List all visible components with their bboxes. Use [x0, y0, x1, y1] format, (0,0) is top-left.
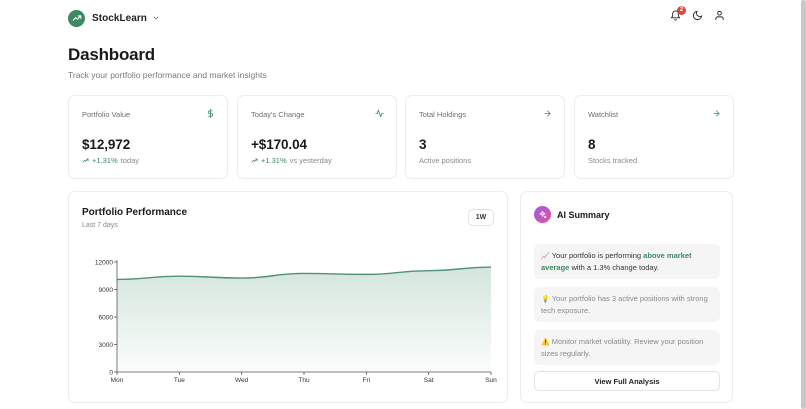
x-tick-label: Thu	[298, 377, 310, 384]
y-tick-label: 12000	[95, 260, 113, 267]
stat-value: +$170.04	[251, 137, 307, 152]
notification-badge: 2	[677, 6, 686, 15]
y-tick-label: 6000	[99, 315, 114, 322]
chart-emoji-icon: 📈	[541, 253, 550, 260]
trending-up-icon	[82, 158, 89, 163]
chart-series-line	[116, 266, 492, 281]
user-icon	[715, 10, 724, 21]
portfolio-value-card: Portfolio Value $12,972 +1.31% today	[68, 95, 228, 179]
trending-up-icon	[251, 158, 258, 163]
stat-note: today	[120, 156, 140, 165]
page-scrollbar[interactable]	[801, 0, 806, 409]
warning-icon: ⚠️	[541, 339, 550, 346]
arrow-right-icon[interactable]	[712, 109, 721, 118]
watchlist-card[interactable]: Watchlist 8 Stocks tracked	[574, 95, 734, 179]
y-tick-label: 9000	[99, 287, 114, 294]
stat-label: Watchlist	[588, 110, 619, 119]
notifications-button[interactable]: 2	[670, 6, 686, 21]
y-tick-label: 3000	[99, 342, 114, 349]
portfolio-area-chart: 0 3000 6000 9000 12000 Mon Tue Wed Thu Fri Sat Sun	[95, 260, 497, 385]
stat-label: Today's Change	[251, 110, 305, 119]
y-tick-label: 0	[109, 370, 113, 377]
profile-button[interactable]	[714, 10, 725, 21]
stat-value: $12,972	[82, 137, 131, 152]
x-tick-label: Sat	[424, 377, 434, 384]
ai-summary-title: AI Summary	[557, 209, 610, 220]
stat-change-row: +1.31% today	[82, 156, 139, 165]
lightbulb-icon: 💡	[541, 296, 550, 303]
x-tick-label: Wed	[235, 377, 249, 384]
todays-change-card: Today's Change +$170.04 +1.31% vs yester…	[237, 95, 397, 179]
stat-change: +1.31%	[92, 156, 118, 165]
activity-icon	[375, 109, 384, 118]
stat-value: 3	[419, 137, 427, 152]
ai-summary-card: AI Summary 📈 Your portfolio is performing…	[520, 191, 733, 403]
insight-text: Your portfolio has 3 active positions wi…	[541, 294, 708, 315]
x-tick-label: Tue	[174, 377, 185, 384]
portfolio-performance-card: Portfolio Performance Last 7 days 1W 0 30…	[68, 191, 508, 403]
insight-text: with a 1.3% change today.	[569, 263, 659, 272]
brand-switcher[interactable]: StockLearn	[68, 8, 160, 28]
sparkles-icon	[534, 206, 551, 223]
chart-area-fill	[117, 267, 491, 372]
bell-icon	[670, 10, 681, 21]
stat-value: 8	[588, 137, 596, 152]
page-subtitle: Track your portfolio performance and mar…	[68, 70, 267, 80]
stat-change-row: +1.31% vs yesterday	[251, 156, 332, 165]
insight-text: Monitor market volatility. Review your p…	[541, 337, 704, 358]
page-title: Dashboard	[68, 45, 155, 64]
arrow-right-icon[interactable]	[543, 109, 552, 118]
view-full-analysis-button[interactable]: View Full Analysis	[534, 371, 720, 391]
stat-note: Active positions	[419, 156, 472, 165]
chart-card-subtitle: Last 7 days	[82, 222, 118, 229]
stat-note: vs yesterday	[289, 156, 332, 165]
scrollbar-thumb[interactable]	[801, 0, 806, 409]
top-bar: StockLearn 2	[0, 0, 800, 36]
insight-positions: 💡 Your portfolio has 3 active positions w…	[534, 287, 720, 322]
total-holdings-card[interactable]: Total Holdings 3 Active positions	[405, 95, 565, 179]
theme-toggle-button[interactable]	[692, 10, 703, 21]
chart-card-title: Portfolio Performance	[82, 207, 188, 218]
moon-icon	[692, 10, 703, 21]
insight-performance: 📈 Your portfolio is performing above mark…	[534, 244, 720, 279]
brand-name: StockLearn	[92, 12, 147, 24]
x-tick-label: Fri	[363, 377, 371, 384]
trending-up-icon	[68, 9, 85, 27]
x-tick-label: Sun	[485, 377, 497, 384]
chevron-down-icon	[153, 16, 159, 20]
stat-label: Portfolio Value	[82, 110, 131, 119]
insight-volatility: ⚠️ Monitor market volatility. Review your…	[534, 330, 720, 365]
x-tick-label: Mon	[111, 377, 124, 384]
dollar-icon	[206, 109, 215, 118]
stat-note: Stocks tracked	[588, 156, 638, 165]
time-range-button[interactable]: 1W	[468, 209, 494, 226]
stat-change: +1.31%	[261, 156, 287, 165]
stat-label: Total Holdings	[419, 110, 467, 119]
insight-highlight: above market average	[541, 251, 692, 272]
insight-text: Your portfolio is performing	[551, 251, 644, 260]
